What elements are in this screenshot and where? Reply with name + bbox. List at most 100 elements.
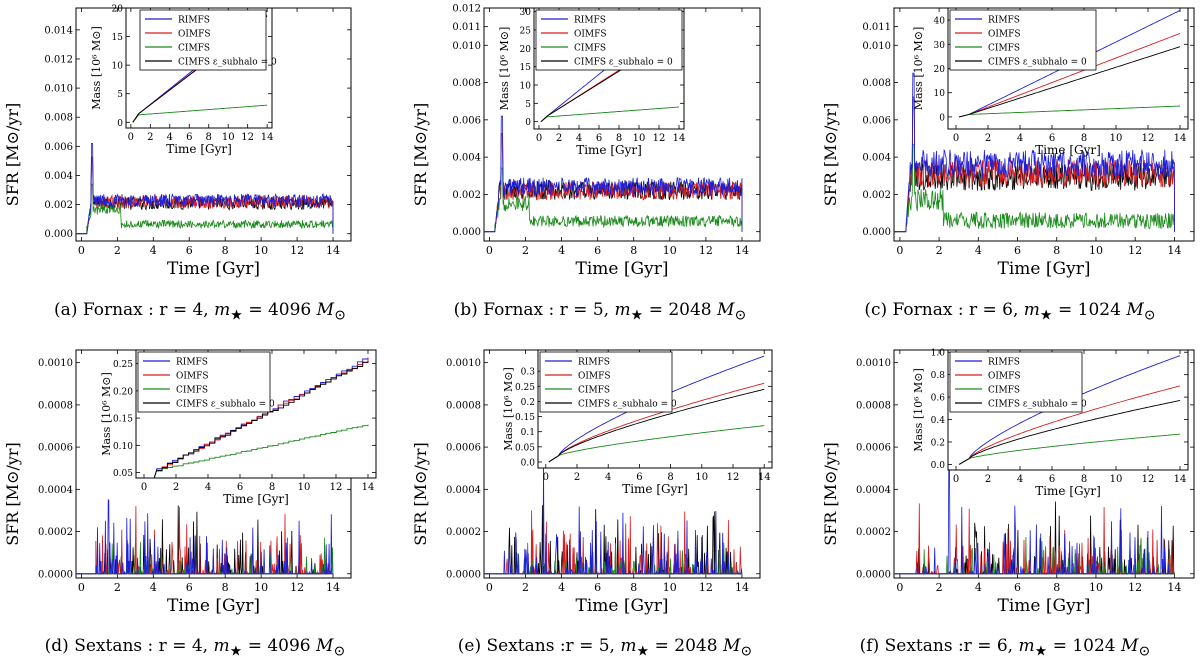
mass-line-cimfs_high-f bbox=[958, 400, 1181, 465]
main-d-xtick-label: 6 bbox=[186, 581, 193, 594]
main-c-ytick-label: 0.000 bbox=[862, 227, 891, 238]
main-a-xtick-label: 6 bbox=[186, 244, 193, 257]
caption-e-text: (e) Sextans :r = 5, bbox=[457, 636, 621, 656]
main-c-xtick-label: 4 bbox=[975, 244, 982, 257]
main-e-xtick-label: 10 bbox=[663, 581, 677, 594]
main-a-ytick-label: 0.006 bbox=[44, 142, 73, 153]
inset-b-ytick-label: 20 bbox=[520, 45, 532, 55]
main-e-ytick-label: 0.0010 bbox=[446, 358, 481, 369]
main-b-xtick-label: 14 bbox=[735, 244, 749, 257]
legend-c-label-cimfs: CIMFS bbox=[988, 44, 1020, 54]
legend-b: RIMFS OIMFS CIMFS CIMFS ε_subhalo = 0 bbox=[535, 9, 683, 71]
main-a-ytick-label: 0.012 bbox=[44, 54, 73, 65]
inset-b-xtick-label: 4 bbox=[576, 133, 582, 144]
main-e-xlabel: Time [Gyr] bbox=[576, 596, 669, 616]
inset-e-xtick-label: 6 bbox=[636, 472, 642, 483]
sfr-line-cimfs-a bbox=[76, 183, 334, 235]
mass-line-cimfs-d bbox=[153, 424, 369, 478]
inset-b-ytick-label: 0 bbox=[525, 118, 531, 128]
inset-c-ylabel: Mass [10⁶ M⊙] bbox=[912, 27, 925, 111]
main-c-ytick-label: 0.010 bbox=[862, 41, 891, 52]
inset-c-xtick-label: 0 bbox=[953, 133, 959, 144]
main-a-xtick-label: 14 bbox=[326, 244, 340, 257]
main-b-ytick-label: 0.012 bbox=[452, 4, 481, 15]
inset-e-ytick-label: 0.2 bbox=[521, 398, 535, 408]
main-c-ytick-label: 0.008 bbox=[862, 78, 891, 89]
inset-c-xtick-label: 4 bbox=[1017, 133, 1023, 144]
inset-c-ytick-label: 10 bbox=[934, 89, 946, 99]
inset-d-xtick-label: 8 bbox=[269, 482, 275, 493]
legend-d: RIMFS OIMFS CIMFS CIMFS ε_subhalo = 0 bbox=[137, 351, 275, 413]
legend-e-label-cimfs_high: CIMFS ε_subhalo = 0 bbox=[578, 400, 677, 410]
legend-a-label-cimfs_high: CIMFS ε_subhalo = 0 bbox=[178, 58, 277, 68]
legend-e: RIMFS OIMFS CIMFS CIMFS ε_subhalo = 0 bbox=[539, 351, 677, 413]
legend-b-label-cimfs: CIMFS bbox=[574, 44, 606, 54]
inset-a-xtick-label: 12 bbox=[241, 132, 254, 143]
legend-b-box bbox=[535, 9, 683, 71]
main-c-xtick-label: 0 bbox=[896, 244, 903, 257]
main-c-ytick-label: 0.006 bbox=[862, 115, 891, 126]
main-c-xtick-label: 2 bbox=[936, 244, 943, 257]
caption-c-text: (c) Fornax : r = 6, bbox=[864, 300, 1024, 320]
inset-a-ytick-label: 5 bbox=[117, 90, 123, 100]
sfr-line-rimfs-f bbox=[894, 463, 1175, 575]
legend-c-label-oimfs: OIMFS bbox=[988, 30, 1021, 40]
mass-line-cimfs-b bbox=[540, 106, 680, 123]
inset-c-xtick-label: 6 bbox=[1049, 133, 1055, 144]
main-f-xtick-label: 12 bbox=[1128, 581, 1142, 594]
inset-d-ytick-label: 0.15 bbox=[113, 415, 133, 425]
inset-d-xtick-label: 10 bbox=[298, 482, 311, 493]
legend-e-label-oimfs: OIMFS bbox=[578, 372, 611, 382]
inset-f-xtick-label: 4 bbox=[1017, 474, 1023, 485]
inset-f-xtick-label: 0 bbox=[953, 474, 959, 485]
inset-e-ytick-label: 0.3 bbox=[521, 368, 536, 378]
main-d-series bbox=[76, 499, 334, 575]
main-f-xtick-label: 14 bbox=[1167, 581, 1181, 594]
main-b-ytick-label: 0.010 bbox=[452, 41, 481, 52]
inset-e-xtick-label: 0 bbox=[543, 472, 549, 483]
inset-e-ytick-label: 0.15 bbox=[515, 413, 535, 423]
main-d-xlabel: Time [Gyr] bbox=[167, 596, 260, 616]
inset-f-ytick-label: 0.0 bbox=[931, 461, 946, 471]
inset-f-xtick-label: 10 bbox=[1110, 474, 1123, 485]
inset-d-xtick-label: 14 bbox=[362, 482, 375, 493]
inset-c-xlabel: Time [Gyr] bbox=[1035, 143, 1101, 157]
main-e-xtick-label: 4 bbox=[558, 581, 565, 594]
legend-d-box bbox=[137, 351, 271, 413]
mass-line-cimfs_high-d bbox=[153, 360, 369, 478]
inset-b-ytick-label: 30 bbox=[520, 8, 532, 18]
legend-e-label-cimfs: CIMFS bbox=[578, 386, 610, 396]
main-f-ytick-label: 0.0010 bbox=[856, 358, 891, 369]
main-e-ytick-label: 0.0006 bbox=[446, 443, 481, 454]
mass-line-cimfs_high-e bbox=[548, 388, 765, 463]
panel-e: 0 2 4 6 8 10 12 140.00000.00020.00040.00060.000… bbox=[411, 349, 773, 616]
main-b-xtick-label: 8 bbox=[630, 244, 637, 257]
legend-f-box bbox=[949, 351, 1083, 413]
inset-b-xtick-label: 14 bbox=[673, 133, 686, 144]
legend-f: RIMFS OIMFS CIMFS CIMFS ε_subhalo = 0 bbox=[949, 351, 1087, 413]
inset-f-ytick-label: 1.0 bbox=[931, 349, 946, 359]
main-a-xtick-label: 12 bbox=[290, 244, 304, 257]
panel-f: 0 2 4 6 8 10 12 140.00000.00020.00040.00060.000… bbox=[821, 349, 1195, 616]
panel-d: 0 2 4 6 8 10 12 14 0.0000 0.0002 0.0004 0.0006 0.000… bbox=[3, 349, 377, 616]
inset-a-xtick-label: 4 bbox=[167, 132, 173, 143]
inset-b-xtick-label: 12 bbox=[653, 133, 666, 144]
caption-a: (a) Fornax : r = 4, m★ = 4096 M⊙ bbox=[54, 300, 346, 324]
mass-line-cimfs-a bbox=[132, 104, 268, 123]
inset-f-series bbox=[958, 355, 1181, 465]
inset-c-xtick-label: 8 bbox=[1081, 133, 1087, 144]
main-d-xtick-label: 14 bbox=[326, 581, 340, 594]
main-b-xlabel: Time [Gyr] bbox=[576, 259, 669, 279]
mass-line-cimfs-c bbox=[959, 105, 1181, 118]
main-a-xtick-label: 10 bbox=[254, 244, 268, 257]
main-e-xtick-label: 12 bbox=[699, 581, 713, 594]
caption-e: (e) Sextans :r = 5, m★ = 2048 M⊙ bbox=[457, 636, 753, 660]
main-a-ytick-label: 0.004 bbox=[44, 171, 73, 182]
legend-f-label-cimfs: CIMFS bbox=[988, 386, 1020, 396]
main-d-ytick-label: 0.0008 bbox=[38, 400, 73, 411]
caption-d-text: (d) Sextans : r = 4, bbox=[44, 636, 214, 656]
inset-b-ytick-label: 25 bbox=[520, 27, 532, 37]
main-b-xtick-label: 2 bbox=[522, 244, 529, 257]
inset-e-ytick-label: 0.25 bbox=[515, 383, 535, 393]
main-f-series bbox=[894, 463, 1175, 576]
